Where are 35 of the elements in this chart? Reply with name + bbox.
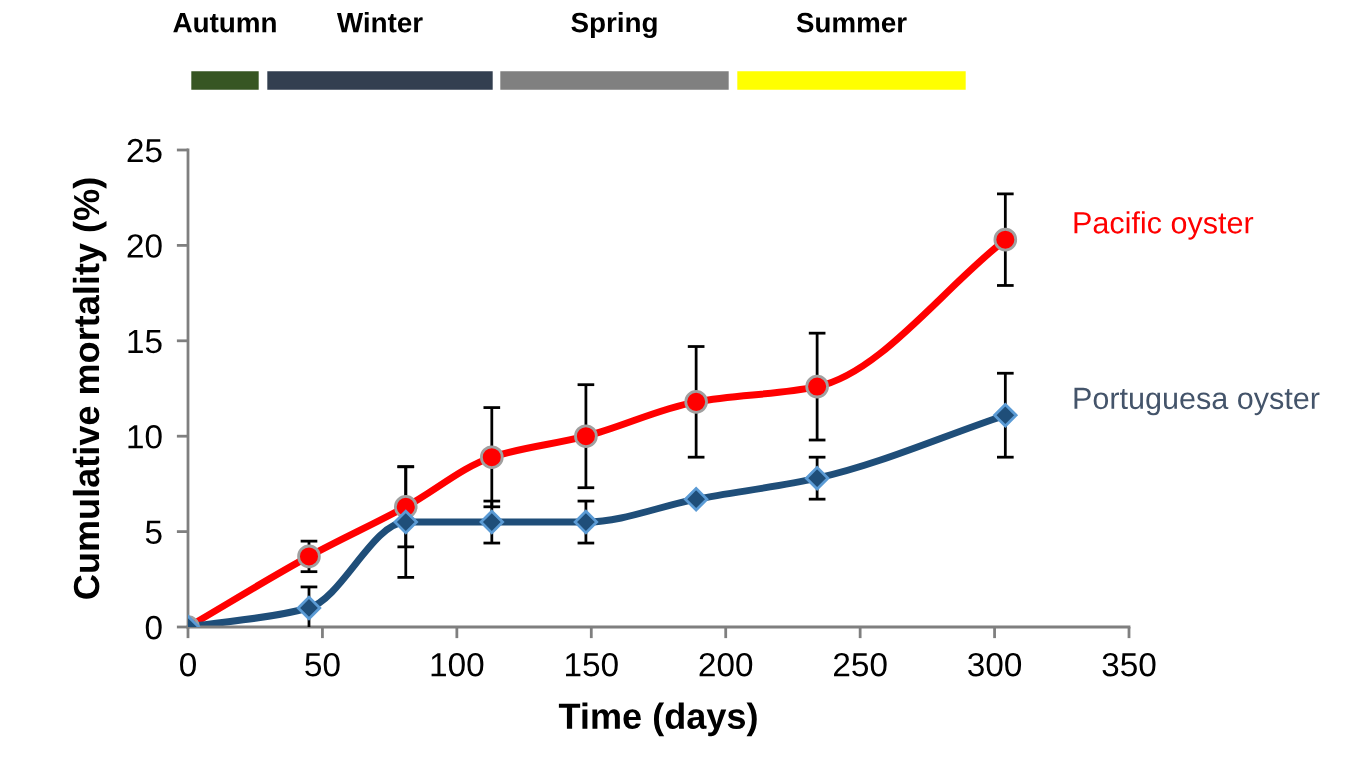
point xyxy=(296,595,322,621)
point xyxy=(479,509,504,535)
x-tick-label: 350 xyxy=(1102,652,1156,677)
y-tick-label: 10 xyxy=(128,425,162,449)
y-axis-title: Cumulative mortality (%) xyxy=(72,178,107,599)
y-tick-label: 0 xyxy=(145,615,162,640)
point xyxy=(804,465,830,491)
point xyxy=(805,374,829,399)
point xyxy=(480,445,504,469)
x-tick-label: 100 xyxy=(431,652,484,677)
series-label: Pacific oyster xyxy=(1074,211,1254,240)
x-tick-label: 150 xyxy=(566,652,618,677)
x-axis-title: Time (days) xyxy=(558,702,757,737)
point xyxy=(684,390,708,414)
y-tick-label: 25 xyxy=(127,138,162,163)
point xyxy=(393,509,418,535)
x-tick-label: 300 xyxy=(968,652,1022,677)
text: Winter xyxy=(336,12,423,33)
y-tick-label: 5 xyxy=(145,520,162,545)
point xyxy=(683,486,709,512)
point xyxy=(573,509,599,535)
point xyxy=(993,227,1018,252)
x-tick-label: 50 xyxy=(305,652,340,677)
y-tick-label: 20 xyxy=(127,234,162,258)
point xyxy=(297,544,321,569)
text: Spring xyxy=(571,11,657,39)
x-tick-label: 250 xyxy=(834,652,887,677)
text: Summer xyxy=(796,12,907,33)
x-tick-label: 0 xyxy=(180,652,196,677)
x-tick-label: 200 xyxy=(699,652,753,677)
y-tick-label: 15 xyxy=(128,329,162,354)
text: Autumn xyxy=(173,13,276,33)
point xyxy=(993,403,1018,428)
series-label: Portuguesa oyster xyxy=(1074,387,1320,416)
point xyxy=(574,424,598,449)
